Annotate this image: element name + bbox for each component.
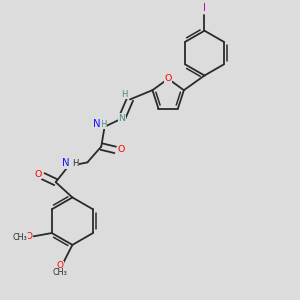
Text: H: H <box>121 90 127 99</box>
Text: O: O <box>164 74 172 83</box>
Text: N: N <box>94 119 101 129</box>
Text: N: N <box>62 158 70 168</box>
Text: O: O <box>56 261 63 270</box>
Text: H: H <box>72 158 78 167</box>
Text: H: H <box>100 120 106 129</box>
Text: CH₃: CH₃ <box>52 268 67 278</box>
Text: CH₃: CH₃ <box>12 233 27 242</box>
Text: O: O <box>117 145 125 154</box>
Text: I: I <box>203 3 206 13</box>
Text: O: O <box>25 232 32 241</box>
Text: O: O <box>34 170 42 179</box>
Text: N: N <box>118 114 125 123</box>
